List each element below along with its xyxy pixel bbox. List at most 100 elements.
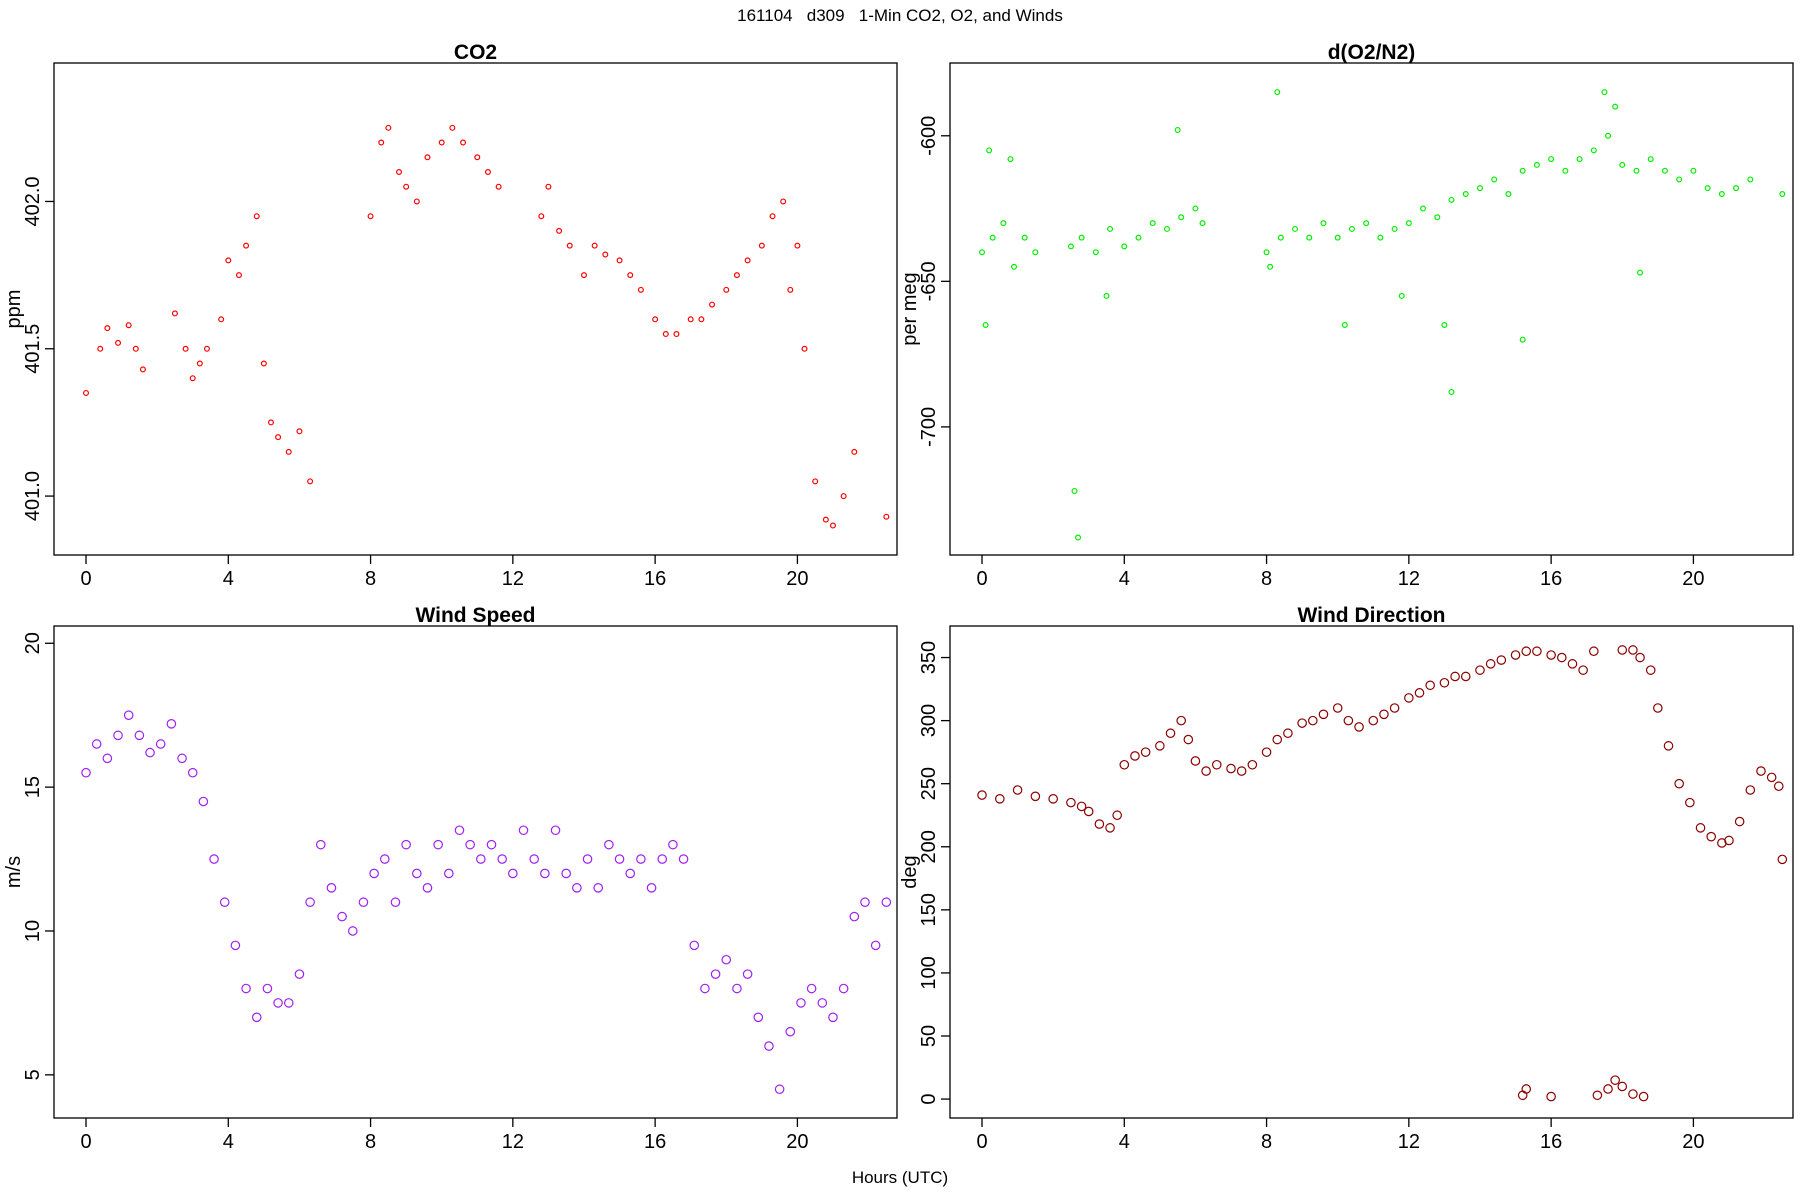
wind-direction-x-tick-label: 20 xyxy=(1682,1131,1704,1153)
wind-direction-point xyxy=(1119,759,1130,770)
d-o2-n2-point xyxy=(1476,185,1483,192)
d-o2-n2-point xyxy=(1007,156,1014,163)
wind-direction-point xyxy=(1756,766,1766,776)
co2-point xyxy=(378,139,385,146)
wind-direction-point xyxy=(1628,1089,1638,1099)
wind-speed-point xyxy=(326,883,337,893)
co2-point xyxy=(424,154,431,161)
co2-point xyxy=(616,257,623,264)
wind-direction-point xyxy=(1048,794,1058,804)
wind-direction-point xyxy=(994,794,1005,804)
co2-y-tick-label: 401.0 xyxy=(22,471,44,521)
wind-speed-point xyxy=(529,854,539,864)
wind-speed-point xyxy=(283,998,294,1008)
wind-speed-point xyxy=(753,1012,764,1023)
d-o2-n2-point xyxy=(1562,167,1569,174)
d-o2-n2-point xyxy=(1398,292,1405,299)
wind-speed-point xyxy=(113,730,123,741)
wind-speed-points xyxy=(81,710,892,1095)
wind-direction-point xyxy=(1211,759,1222,770)
d-o2-n2-point xyxy=(1011,263,1018,270)
d-o2-n2-point xyxy=(1107,225,1114,232)
wind-direction-point xyxy=(1610,1075,1620,1085)
wind-direction-point xyxy=(1389,703,1400,713)
wind-direction-point xyxy=(1354,722,1364,732)
wind-speed-point xyxy=(678,854,689,864)
wind-direction-point xyxy=(1236,766,1247,776)
wind-speed-point xyxy=(465,839,475,850)
wind-direction-point xyxy=(1105,823,1115,833)
wind-direction-point xyxy=(1190,756,1201,766)
d-o2-n2-point xyxy=(1505,191,1512,198)
co2-point xyxy=(296,428,303,435)
wind-direction-point xyxy=(1724,835,1734,846)
co2-plot-frame xyxy=(53,62,898,556)
wind-speed-point xyxy=(390,897,401,908)
d-o2-n2-y-axis-label: per meg xyxy=(899,272,921,345)
co2-point xyxy=(851,448,858,455)
d-o2-n2-point xyxy=(1032,249,1039,256)
co2-point xyxy=(673,331,680,338)
wind-speed-point xyxy=(796,998,806,1008)
wind-direction-point xyxy=(1094,819,1105,829)
wind-direction-point xyxy=(1332,703,1343,713)
wind-direction-point xyxy=(1777,854,1788,865)
co2-point xyxy=(744,257,751,264)
d-o2-n2-point xyxy=(1576,156,1583,163)
wind-direction-point xyxy=(1556,652,1567,663)
wind-direction-y-tick-label: 300 xyxy=(918,704,940,737)
wind-direction-point xyxy=(1617,645,1628,655)
d-o2-n2-point xyxy=(1405,220,1412,227)
wind-direction-y-tick-label: 0 xyxy=(918,1094,940,1105)
co2-point xyxy=(413,198,420,205)
d-o2-n2-point xyxy=(1533,161,1540,168)
d-o2-n2-point xyxy=(1519,336,1526,343)
co2-point xyxy=(260,360,267,367)
wind-direction-point xyxy=(1663,741,1674,751)
wind-direction-point xyxy=(1318,709,1329,720)
co2-x-tick-label: 16 xyxy=(644,568,666,590)
d-o2-n2-point xyxy=(1420,205,1427,212)
wind-speed-point xyxy=(123,710,134,720)
wind-direction-x-tick-label: 0 xyxy=(976,1131,987,1153)
co2-point xyxy=(235,272,242,279)
wind-direction-point xyxy=(1343,715,1354,726)
wind-speed-y-tick-label: 5 xyxy=(22,1069,44,1080)
d-o2-n2-point xyxy=(989,234,996,241)
co2-point xyxy=(883,513,890,520)
co2-point xyxy=(243,242,250,249)
d-o2-n2-point xyxy=(1676,176,1683,183)
wind-direction-point xyxy=(1283,728,1293,739)
co2-point xyxy=(495,183,502,190)
d-o2-n2-point xyxy=(1199,220,1206,227)
co2-point xyxy=(662,331,669,338)
wind-speed-point xyxy=(315,839,326,850)
d-o2-n2-point xyxy=(1377,234,1384,241)
wind-speed-point xyxy=(91,739,102,749)
d-o2-n2-point xyxy=(1612,103,1619,110)
co2-y-tick-label: 402.0 xyxy=(22,176,44,226)
wind-direction-point xyxy=(1439,677,1450,688)
co2-point xyxy=(225,257,232,264)
d-o2-n2-point xyxy=(1267,263,1274,270)
d-o2-n2-point xyxy=(1779,191,1786,198)
d-o2-n2-point xyxy=(1434,214,1441,221)
wind-speed-point xyxy=(721,954,732,965)
wind-speed-point xyxy=(582,854,593,864)
co2-point xyxy=(627,272,634,279)
d-o2-n2-point xyxy=(1519,167,1526,174)
wind-direction-point xyxy=(1450,671,1460,682)
wind-speed-point xyxy=(187,767,198,778)
wind-speed-point xyxy=(305,897,315,908)
wind-direction-point xyxy=(1030,791,1041,802)
wind-direction-point xyxy=(1645,665,1656,675)
co2-point xyxy=(139,366,146,373)
co2-point xyxy=(822,516,829,523)
wind-speed-point xyxy=(838,983,849,994)
co2-point xyxy=(104,325,111,332)
wind-speed-point xyxy=(668,839,678,850)
co2-point xyxy=(367,213,374,220)
d-o2-n2-point xyxy=(1647,156,1654,163)
wind-direction-y-tick-label: 100 xyxy=(918,956,940,989)
wind-speed-point xyxy=(625,868,636,879)
